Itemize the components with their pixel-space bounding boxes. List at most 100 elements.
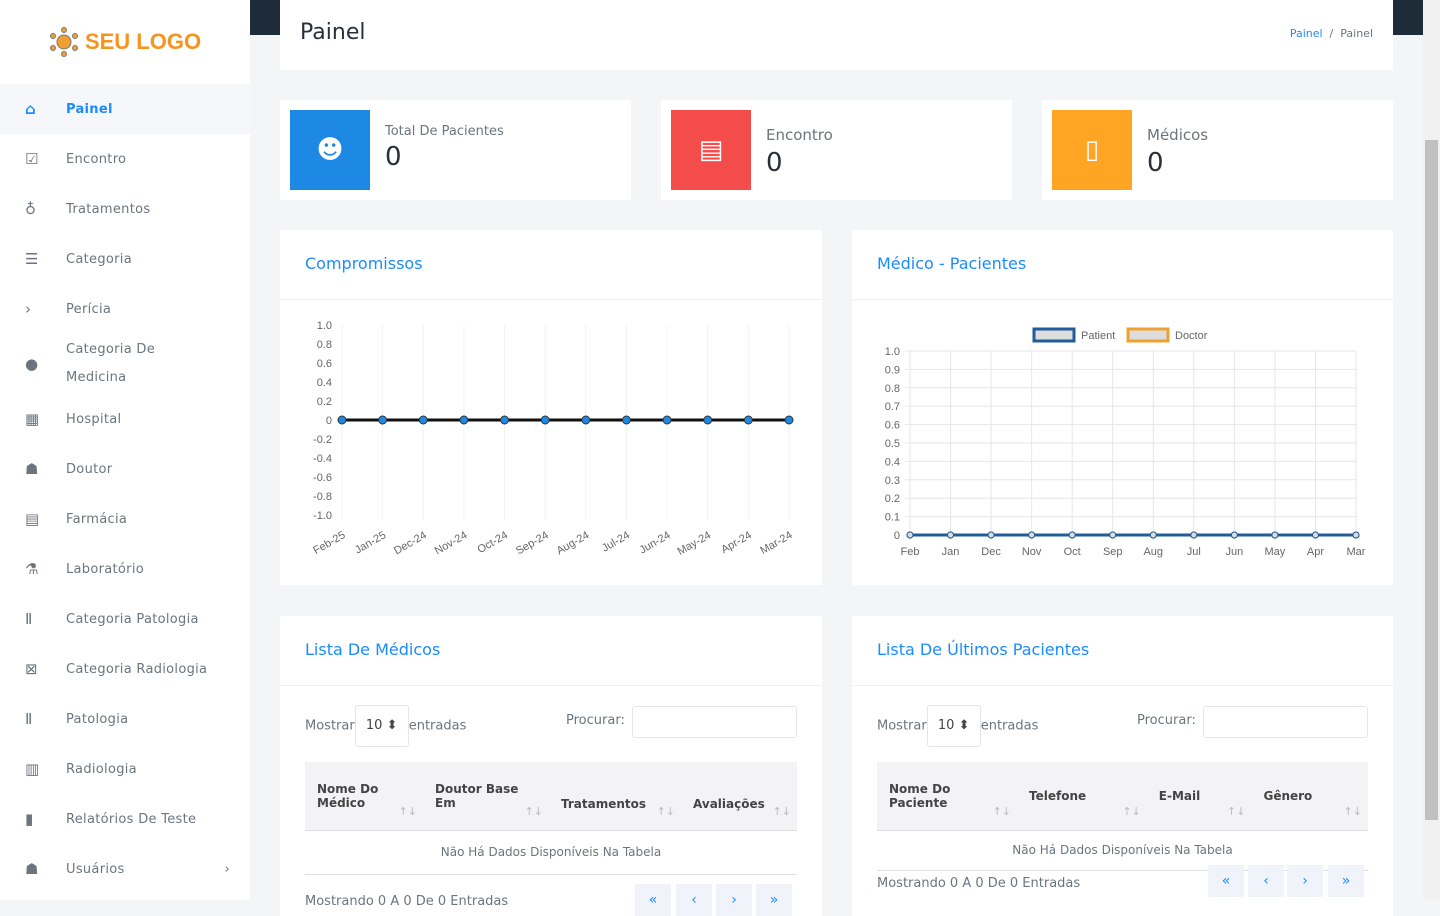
patients-list-panel: Lista De Últimos Pacientes Mostrar 10 ⬍ en… (852, 616, 1393, 916)
sidebar-item-farmácia[interactable]: ▤ Farmácia (0, 494, 250, 544)
sidebar-item-label: Encontro (66, 151, 127, 167)
column-header[interactable]: Doutor Base Em ↑↓ (423, 762, 549, 830)
sidebar-item-encontro[interactable]: ☑ Encontro (0, 134, 250, 184)
scrollbar[interactable] (1423, 0, 1440, 900)
data-point (337, 415, 347, 425)
search-input[interactable] (632, 706, 797, 738)
x-tick-label: Dec-24 (392, 529, 429, 557)
hospital-icon: ▦ (25, 410, 40, 428)
data-point (947, 531, 955, 539)
sidebar-item-relatórios-de-teste[interactable]: ▮ Relatórios De Teste (0, 794, 250, 844)
sidebar-item-usuários[interactable]: ☗ Usuários › (0, 844, 250, 894)
prev-page-button[interactable]: ‹ (676, 884, 712, 916)
user-icon: ☻ (290, 110, 370, 190)
column-header[interactable]: Nome Do Médico ↑↓ (305, 762, 423, 830)
y-tick-label: 0.1 (885, 512, 900, 524)
patients-table: Nome Do Paciente ↑↓ Telefone ↑↓ E-Mail ↑↓ G… (877, 762, 1368, 871)
sidebar-item-hospital[interactable]: ▦ Hospital (0, 394, 250, 444)
next-page-button[interactable]: › (716, 884, 752, 916)
breadcrumb-link[interactable]: Painel (1289, 27, 1323, 40)
first-page-button[interactable]: « (1208, 865, 1244, 897)
table-info: Mostrando 0 A 0 De 0 Entradas (305, 894, 509, 909)
x-tick-label: Jun (1225, 546, 1243, 558)
pills-icon: ● (25, 355, 39, 373)
prescription-icon: ▤ (25, 510, 40, 528)
vials-icon: Ⅱ (25, 710, 33, 728)
x-tick-label: Jan-25 (353, 529, 388, 556)
users-icon: ☗ (25, 860, 39, 878)
sidebar-item-label: Farmácia (66, 511, 128, 527)
sidebar-item-categoria[interactable]: ☰ Categoria (0, 234, 250, 284)
y-tick-label: 0 (326, 415, 332, 427)
entries-control: Mostrar 10 ⬍ entradas (877, 705, 1038, 747)
data-point (621, 415, 631, 425)
sidebar-item-painel[interactable]: ⌂ Painel (0, 84, 250, 134)
sidebar-item-label: Laboratório (66, 561, 144, 577)
sidebar-item-laboratório[interactable]: ⚗ Laboratório (0, 544, 250, 594)
last-page-button[interactable]: » (756, 884, 792, 916)
stethoscope-icon: ♁ (25, 200, 37, 218)
next-page-button[interactable]: › (1287, 865, 1323, 897)
sidebar-item-label: Hospital (66, 411, 122, 427)
search-input[interactable] (1203, 706, 1368, 738)
data-point (987, 531, 995, 539)
column-header[interactable]: Nome Do Paciente ↑↓ (877, 762, 1017, 830)
scrollbar-thumb[interactable] (1425, 140, 1438, 820)
entries-select[interactable]: 10 ⬍ (926, 705, 981, 747)
data-point (703, 415, 713, 425)
empty-message: Não Há Dados Disponíveis Na Tabela (877, 829, 1368, 871)
sidebar-item-doutor[interactable]: ☗ Doutor (0, 444, 250, 494)
data-point (378, 415, 388, 425)
y-tick-label: -0.6 (313, 472, 332, 484)
sidebar-item-label: Categoria De Medicina (66, 342, 156, 385)
data-point (906, 531, 914, 539)
column-header[interactable]: Gênero ↑↓ (1251, 762, 1368, 830)
legend-swatch (1032, 327, 1076, 343)
sidebar-item-categoria-radiologia[interactable]: ⊠ Categoria Radiologia (0, 644, 250, 694)
user-doctor-icon: ☗ (25, 460, 39, 478)
first-page-button[interactable]: « (635, 884, 671, 916)
sidebar-item-label: Doutor (66, 461, 113, 477)
panel-title: Compromissos (305, 254, 423, 273)
column-header[interactable]: Telefone ↑↓ (1017, 762, 1147, 830)
data-point (459, 415, 469, 425)
empty-message: Não Há Dados Disponíveis Na Tabela (305, 829, 797, 875)
chevron-right-icon: › (25, 300, 32, 318)
data-point (1311, 531, 1319, 539)
sidebar-item-radiologia[interactable]: ▥ Radiologia (0, 744, 250, 794)
data-point (1109, 531, 1117, 539)
prev-page-button[interactable]: ‹ (1248, 865, 1284, 897)
y-tick-label: 1.0 (885, 346, 900, 358)
x-tick-label: Jul-24 (600, 529, 632, 554)
x-tick-label: Sep-24 (514, 529, 551, 557)
sidebar-item-categoria-de-medicina[interactable]: ● Categoria De Medicina (0, 334, 250, 394)
x-tick-label: Feb (901, 546, 920, 558)
page-header: Painel Painel / Painel (280, 0, 1393, 70)
data-point (1190, 531, 1198, 539)
y-tick-label: -0.4 (313, 453, 332, 465)
stat-label: Médicos (1147, 126, 1209, 144)
x-tick-label: Apr (1307, 546, 1324, 558)
x-tick-label: Jan (942, 546, 960, 558)
last-page-button[interactable]: » (1328, 865, 1364, 897)
sidebar-item-perícia[interactable]: › Perícia (0, 284, 250, 334)
chevron-right-icon: › (224, 861, 230, 877)
sidebar-item-tratamentos[interactable]: ♁ Tratamentos (0, 184, 250, 234)
sidebar-item-patologia[interactable]: Ⅱ Patologia (0, 694, 250, 744)
x-tick-label: Dec (981, 546, 1001, 558)
column-header[interactable]: Tratamentos ↑↓ (549, 762, 682, 830)
column-header[interactable]: Avaliações ↑↓ (681, 762, 797, 830)
column-header[interactable]: E-Mail ↑↓ (1146, 762, 1252, 830)
page-title: Painel (300, 20, 366, 45)
stat-card-doctors: ▯ Médicos 0 (1042, 100, 1393, 200)
sidebar-item-label: Categoria (66, 251, 132, 267)
entries-select[interactable]: 10 ⬍ (354, 705, 409, 747)
panel-title: Lista De Últimos Pacientes (877, 640, 1090, 659)
logo[interactable]: SEU LOGO (0, 0, 250, 84)
x-tick-label: May (1265, 546, 1286, 558)
sidebar-item-label: Patologia (66, 711, 129, 727)
data-point (1230, 531, 1238, 539)
sidebar-item-categoria-patologia[interactable]: Ⅱ Categoria Patologia (0, 594, 250, 644)
x-tick-label: Nov-24 (433, 529, 470, 557)
breadcrumb: Painel / Painel (1289, 27, 1373, 40)
